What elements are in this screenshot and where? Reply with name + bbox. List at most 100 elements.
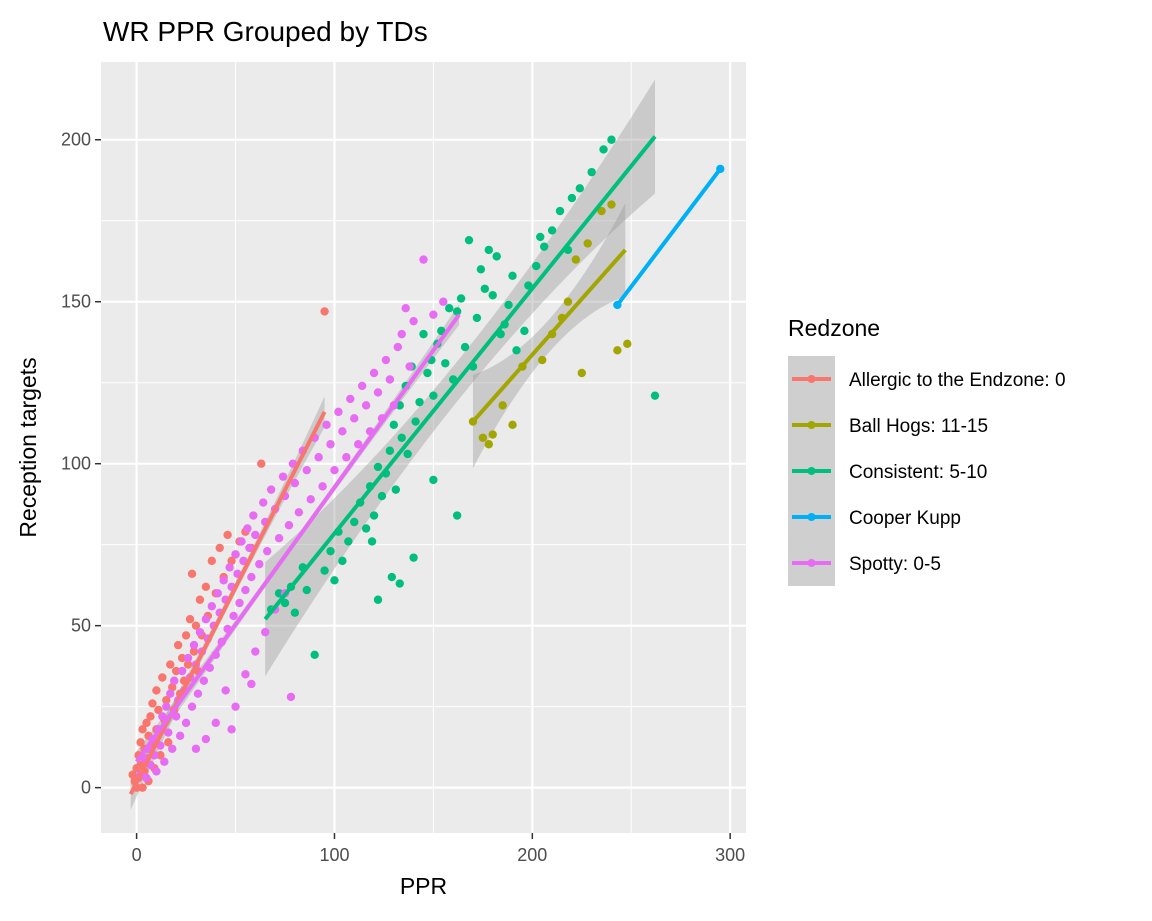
data-point xyxy=(195,627,205,637)
data-point xyxy=(369,511,379,520)
data-point xyxy=(245,543,254,553)
data-point xyxy=(175,731,185,741)
data-point xyxy=(195,595,205,604)
data-point xyxy=(142,773,151,783)
data-point xyxy=(262,546,272,556)
data-point xyxy=(504,300,513,310)
data-point xyxy=(330,576,339,585)
data-point xyxy=(381,355,391,365)
data-point xyxy=(185,614,195,624)
legend-label: Spotty: 0-5 xyxy=(849,554,941,575)
legend-item: Ball Hogs: 11-15 xyxy=(788,402,988,448)
data-point xyxy=(452,511,462,520)
legend-label: Consistent: 5-10 xyxy=(849,462,987,483)
data-point xyxy=(171,666,181,676)
legend-item: Allergic to the Endzone: 0 xyxy=(788,356,1066,402)
data-point xyxy=(464,235,474,245)
data-point xyxy=(162,695,171,705)
data-point xyxy=(191,621,201,630)
data-point xyxy=(498,401,507,410)
legend-key-point xyxy=(807,375,816,383)
data-point xyxy=(367,537,377,546)
data-point xyxy=(201,614,211,624)
data-point xyxy=(166,660,175,669)
data-point xyxy=(280,598,290,608)
trend-lines xyxy=(128,135,722,796)
data-point xyxy=(334,407,343,417)
data-point xyxy=(154,705,163,715)
data-point xyxy=(607,200,616,209)
legend-label: Ball Hogs: 11-15 xyxy=(849,416,988,437)
data-point xyxy=(320,307,329,316)
x-tick-label: 200 xyxy=(517,845,547,865)
data-point xyxy=(476,265,486,274)
legend-key-point xyxy=(807,559,816,567)
data-point xyxy=(207,602,216,611)
data-point xyxy=(302,585,311,595)
data-point xyxy=(290,478,300,488)
x-tick-label: 100 xyxy=(319,845,349,865)
data-point xyxy=(452,307,462,316)
data-point xyxy=(278,472,288,481)
data-point xyxy=(146,712,155,721)
data-point xyxy=(294,508,304,517)
data-point xyxy=(577,368,586,378)
data-point xyxy=(385,446,395,455)
data-point xyxy=(597,206,606,216)
data-point xyxy=(173,640,183,650)
data-point xyxy=(181,631,191,640)
data-point xyxy=(187,702,197,711)
data-point xyxy=(237,537,246,546)
data-point xyxy=(492,252,501,261)
data-point xyxy=(247,572,256,582)
data-point xyxy=(251,530,260,540)
legend-item: Spotty: 0-5 xyxy=(788,540,941,586)
data-point xyxy=(183,653,193,663)
data-point xyxy=(177,653,187,663)
data-point xyxy=(342,453,351,462)
data-point xyxy=(261,627,270,637)
data-point xyxy=(274,534,284,543)
data-point xyxy=(547,226,557,235)
plot-panel xyxy=(101,62,746,833)
legend-items: Allergic to the Endzone: 0 Ball Hogs: 11-… xyxy=(788,356,1066,586)
data-point xyxy=(199,676,209,685)
data-point xyxy=(415,397,424,407)
data-point xyxy=(409,553,418,562)
data-point xyxy=(387,572,397,582)
data-point xyxy=(484,440,493,449)
grid-layer xyxy=(101,62,746,833)
data-point xyxy=(344,537,353,546)
legend-key-point xyxy=(807,467,816,475)
data-point xyxy=(389,420,399,430)
data-point xyxy=(354,440,363,449)
axes: 0 100 200 300 0 50 100 150 200 xyxy=(61,130,745,865)
legend: Redzone Allergic to the Endzone: 0 Ball H… xyxy=(788,315,1066,586)
y-axis-title: Reception targets xyxy=(15,357,41,537)
data-point xyxy=(326,546,335,556)
trend-line xyxy=(471,248,627,423)
data-point xyxy=(508,271,517,281)
data-point xyxy=(158,712,167,721)
data-point xyxy=(156,751,165,760)
data-point xyxy=(229,611,238,621)
data-point xyxy=(532,261,541,271)
data-point xyxy=(512,346,521,355)
legend-key-point xyxy=(807,513,816,521)
data-point xyxy=(429,475,438,485)
data-point xyxy=(478,433,488,442)
data-point xyxy=(227,725,236,734)
data-point xyxy=(231,550,240,559)
data-point xyxy=(223,530,232,540)
data-point xyxy=(419,329,428,339)
data-point xyxy=(302,465,311,475)
data-point xyxy=(160,757,169,766)
legend-label: Allergic to the Endzone: 0 xyxy=(849,370,1066,391)
data-point xyxy=(166,689,175,698)
data-point xyxy=(583,239,592,248)
data-point xyxy=(326,440,335,449)
data-point xyxy=(239,556,248,566)
data-point xyxy=(538,355,547,365)
data-point xyxy=(136,738,145,747)
